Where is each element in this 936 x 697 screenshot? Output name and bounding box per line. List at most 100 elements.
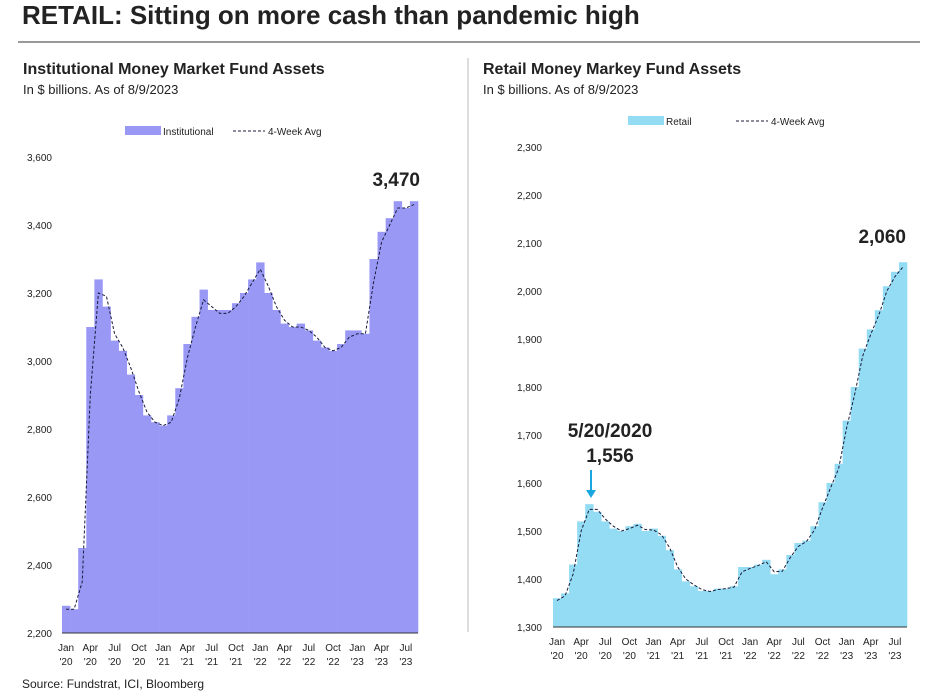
bar: [553, 598, 562, 627]
chart-subtitle: In $ billions. As of 8/9/2023: [23, 82, 178, 97]
bar: [199, 289, 208, 633]
bar: [713, 588, 723, 627]
x-tick-label: Jul: [399, 643, 412, 654]
bar: [882, 286, 892, 627]
y-tick-label: 3,600: [27, 153, 52, 164]
annotation-arrowhead: [586, 490, 596, 498]
bar: [842, 420, 851, 627]
x-tick-label: '23: [840, 651, 853, 662]
x-tick-label: Oct: [325, 643, 341, 654]
x-tick-label: Oct: [228, 643, 244, 654]
y-tick-label: 2,200: [27, 629, 52, 640]
x-tick-label: '22: [327, 657, 340, 668]
x-tick-label: '20: [599, 651, 612, 662]
x-tick-label: '22: [302, 657, 315, 668]
bar: [649, 528, 658, 627]
y-tick-label: 1,600: [517, 479, 542, 490]
x-tick-label: Jul: [695, 637, 708, 648]
x-tick-label: Apr: [374, 643, 390, 654]
y-tick-label: 3,400: [27, 221, 52, 232]
bar: [183, 344, 192, 633]
y-tick-label: 1,400: [517, 575, 542, 586]
bar: [151, 422, 160, 633]
x-tick-label: '22: [254, 657, 267, 668]
x-tick-label: '21: [157, 657, 170, 668]
y-tick-label: 2,600: [27, 493, 52, 504]
x-tick-label: Jul: [792, 637, 805, 648]
y-tick-label: 2,800: [27, 425, 52, 436]
bar: [697, 591, 707, 627]
y-tick-label: 2,300: [517, 143, 542, 154]
bar: [770, 574, 779, 627]
x-tick-label: '21: [671, 651, 684, 662]
bar: [94, 279, 103, 633]
legend-label: Institutional: [163, 127, 214, 138]
bar: [409, 201, 419, 633]
bar: [167, 415, 176, 633]
bar: [223, 310, 233, 633]
bar: [272, 310, 281, 633]
bar: [818, 502, 827, 627]
x-tick-label: '23: [351, 657, 364, 668]
legend-swatch: [125, 126, 161, 135]
annotation: 3,470: [372, 170, 420, 191]
annotation: 5/20/2020: [568, 421, 653, 442]
legend-label: 4-Week Avg: [268, 127, 322, 138]
y-tick-label: 3,200: [27, 289, 52, 300]
slide-title: RETAIL: Sitting on more cash than pandem…: [22, 0, 640, 30]
bar: [70, 609, 79, 633]
bar: [810, 526, 819, 627]
x-tick-label: Jan: [742, 637, 758, 648]
bar: [561, 593, 570, 627]
x-tick-label: Jan: [646, 637, 662, 648]
bar: [681, 581, 691, 627]
bar: [786, 555, 795, 627]
bar: [320, 347, 330, 633]
x-tick-label: Apr: [863, 637, 879, 648]
x-tick-label: '21: [229, 657, 242, 668]
x-tick-label: Jul: [108, 643, 121, 654]
bar: [890, 271, 900, 627]
x-tick-label: Jan: [839, 637, 855, 648]
x-tick-label: Oct: [622, 637, 638, 648]
legend-label: 4-Week Avg: [771, 117, 825, 128]
bar: [353, 330, 362, 633]
bar: [361, 333, 370, 633]
source: Source: Fundstrat, ICI, Bloomberg: [22, 677, 204, 691]
y-tick-label: 1,800: [517, 383, 542, 394]
bar: [665, 550, 674, 627]
x-tick-label: Oct: [718, 637, 734, 648]
bar: [256, 262, 265, 633]
x-tick-label: Apr: [277, 643, 293, 654]
bar: [159, 425, 168, 633]
bar: [794, 543, 803, 627]
y-tick-label: 1,500: [517, 527, 542, 538]
bar: [175, 388, 184, 633]
bar: [280, 323, 289, 633]
bar: [369, 259, 378, 633]
x-tick-label: Apr: [573, 637, 589, 648]
avg-line: [66, 204, 415, 610]
bar: [874, 310, 884, 627]
chart-subtitle: In $ billions. As of 8/9/2023: [483, 82, 638, 97]
chart-title: Institutional Money Market Fund Assets: [23, 61, 325, 78]
x-tick-label: '21: [695, 651, 708, 662]
bar: [721, 588, 731, 627]
annotation: 2,060: [858, 227, 906, 248]
x-tick-label: '20: [132, 657, 145, 668]
x-tick-label: '22: [744, 651, 757, 662]
bar: [126, 374, 136, 633]
legend-swatch: [628, 116, 664, 125]
bar: [738, 567, 747, 627]
bar: [385, 218, 395, 633]
bar: [62, 605, 71, 633]
x-tick-label: Jul: [889, 637, 902, 648]
bar: [593, 511, 602, 627]
bar: [401, 208, 411, 633]
x-tick-label: '20: [84, 657, 97, 668]
bar: [601, 521, 610, 627]
bar: [633, 523, 642, 627]
x-tick-label: Jan: [155, 643, 171, 654]
x-tick-label: '20: [623, 651, 636, 662]
